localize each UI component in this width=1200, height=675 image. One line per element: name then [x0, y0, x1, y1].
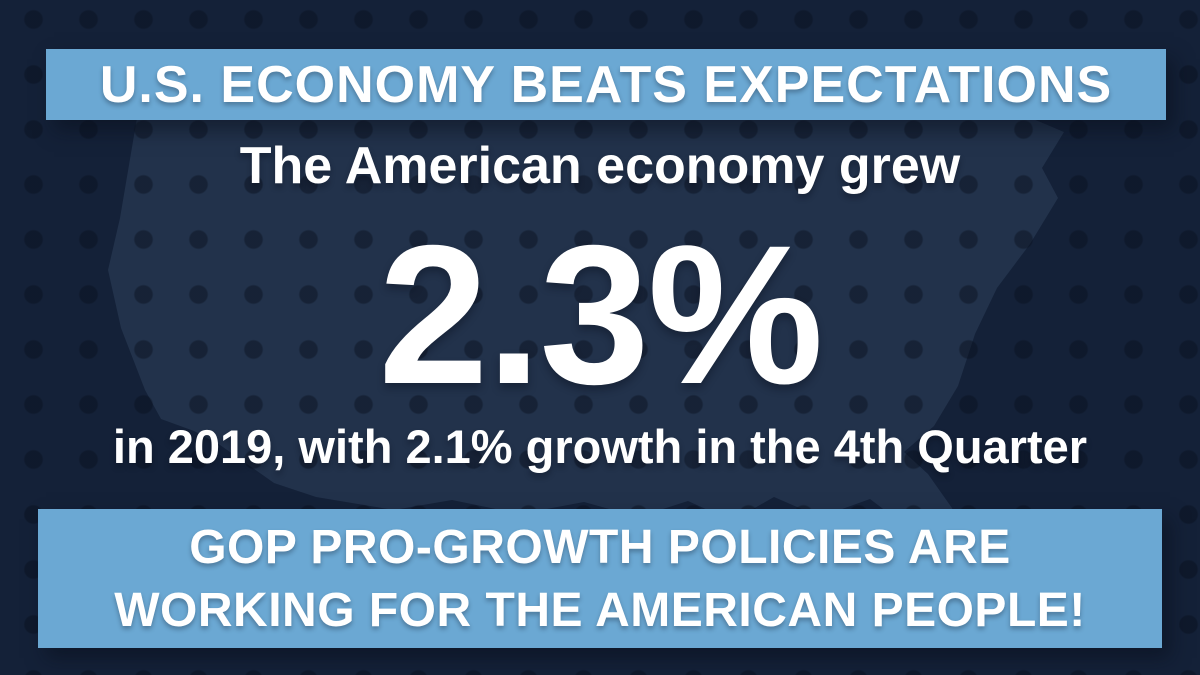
stat-detail-text: in 2019, with 2.1% growth in the 4th Qua… — [112, 420, 1088, 473]
stat-intro-text: The American economy grew — [239, 137, 961, 195]
bottom-banner: GOP PRO-GROWTH POLICIES ARE WORKING FOR … — [38, 509, 1162, 648]
bottom-banner-line-1: GOP PRO-GROWTH POLICIES ARE — [189, 520, 1011, 574]
top-banner: U.S. ECONOMY BEATS EXPECTATIONS — [46, 49, 1166, 120]
bottom-banner-line-2: WORKING FOR THE AMERICAN PEOPLE! — [114, 583, 1086, 637]
top-banner-headline: U.S. ECONOMY BEATS EXPECTATIONS — [99, 55, 1113, 114]
stat-value-text: 2.3% — [378, 204, 823, 425]
